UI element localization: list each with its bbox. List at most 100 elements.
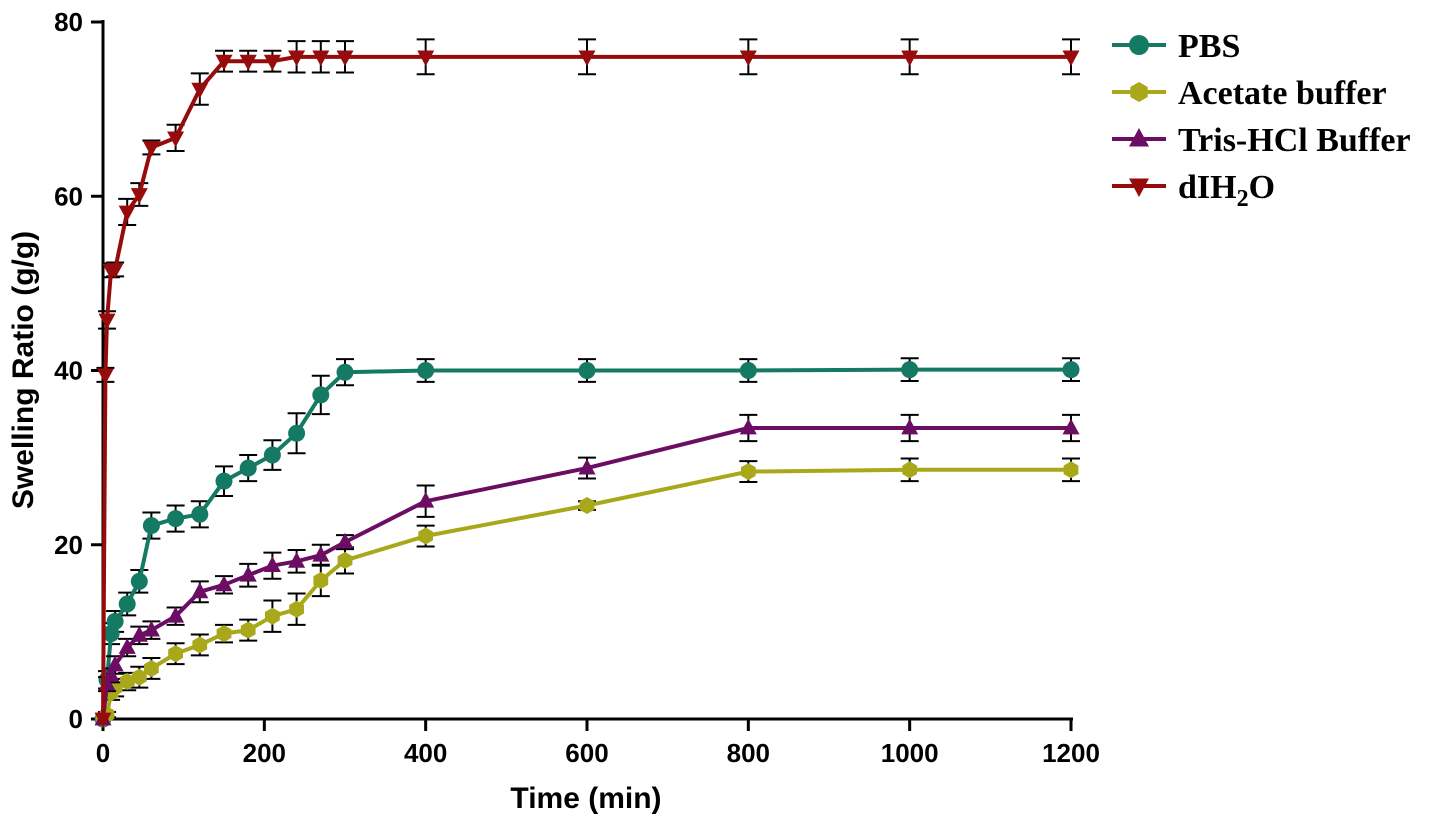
data-point <box>191 505 209 523</box>
series-acetate-buffer <box>95 457 1080 728</box>
data-point <box>417 362 435 379</box>
data-point <box>215 472 233 490</box>
data-point <box>102 666 120 682</box>
legend-marker <box>1129 128 1149 147</box>
data-point <box>142 620 160 637</box>
series-layer <box>94 38 1080 729</box>
data-point <box>98 313 116 330</box>
data-point <box>118 638 136 654</box>
data-point <box>106 655 124 672</box>
data-point <box>1062 418 1080 435</box>
data-point <box>336 532 354 549</box>
data-point <box>313 572 329 589</box>
x-tick-label: 400 <box>404 738 447 768</box>
legend-label-tail: O <box>1249 169 1275 206</box>
data-point <box>167 131 185 148</box>
data-point <box>312 545 330 562</box>
data-point <box>578 458 596 475</box>
data-point <box>312 50 330 67</box>
series-tris-hcl-buffer <box>94 413 1080 726</box>
data-point <box>216 625 232 643</box>
data-point <box>263 54 281 71</box>
legend-label: PBS <box>1178 28 1240 65</box>
data-point <box>240 621 256 639</box>
x-axis-title: Time (min) <box>510 782 661 815</box>
data-point <box>741 463 756 481</box>
data-point <box>118 595 136 613</box>
data-point <box>1063 461 1079 479</box>
data-point <box>130 188 148 204</box>
data-point <box>337 551 353 569</box>
data-point <box>739 362 757 379</box>
legend-label: Acetate buffer <box>1178 75 1387 112</box>
x-tick-label: 1000 <box>881 738 939 768</box>
data-point <box>239 565 257 582</box>
data-point <box>288 424 306 442</box>
data-point <box>263 446 281 464</box>
data-point <box>142 517 160 535</box>
series-pbs <box>94 357 1080 728</box>
data-point <box>168 645 183 663</box>
y-axis-title: Swelling Ratio (g/g) <box>7 231 40 509</box>
data-point <box>215 575 233 592</box>
data-point <box>417 491 435 508</box>
data-point <box>578 362 596 379</box>
data-point <box>239 459 257 477</box>
data-point <box>239 54 257 71</box>
data-point <box>579 497 595 514</box>
y-tick-label: 20 <box>54 530 83 560</box>
data-point <box>265 607 280 625</box>
data-point <box>336 363 354 381</box>
data-point <box>106 263 124 279</box>
data-point <box>106 612 124 630</box>
legend-item-dih-o: dIH2O <box>1112 169 1275 212</box>
legend-item-tris-hcl-buffer: Tris-HCl Buffer <box>1112 122 1411 159</box>
data-point <box>119 673 135 690</box>
data-point <box>144 660 159 677</box>
data-point <box>191 82 209 99</box>
data-point <box>192 636 208 654</box>
x-tick-label: 1200 <box>1042 738 1100 768</box>
data-point <box>191 582 209 599</box>
y-tick-label: 40 <box>54 356 83 386</box>
data-point <box>288 50 306 67</box>
x-tick-label: 0 <box>96 738 110 768</box>
data-point <box>94 712 112 729</box>
data-point <box>336 50 354 67</box>
data-point <box>418 527 433 545</box>
legend-marker <box>1129 35 1149 55</box>
x-tick-label: 200 <box>243 738 286 768</box>
data-point <box>902 461 917 479</box>
x-tick-label: 600 <box>565 738 608 768</box>
data-point <box>131 668 147 686</box>
data-point <box>1062 361 1080 379</box>
data-point <box>289 600 304 618</box>
data-point <box>288 552 306 568</box>
data-point <box>312 386 330 404</box>
data-point <box>118 205 136 222</box>
legend-label-main: dIH <box>1178 169 1237 206</box>
data-point <box>417 50 435 67</box>
data-point <box>901 50 919 67</box>
data-point <box>215 54 233 71</box>
legend-label: dIH2O <box>1178 169 1275 212</box>
legend-label: Tris-HCl Buffer <box>1178 122 1411 159</box>
series-line <box>101 367 1071 720</box>
data-point <box>901 418 919 435</box>
y-tick-label: 0 <box>69 704 83 734</box>
data-point <box>167 606 185 623</box>
data-point <box>901 361 919 379</box>
legend-marker <box>1130 82 1148 102</box>
legend-label-subscript: 2 <box>1237 186 1249 212</box>
data-point <box>142 141 160 157</box>
x-tick-label: 800 <box>727 738 770 768</box>
legend-item-pbs: PBS <box>1112 28 1240 65</box>
legend-marker <box>1129 178 1149 197</box>
legend-item-acetate-buffer: Acetate buffer <box>1112 75 1387 112</box>
data-point <box>96 368 114 385</box>
data-point <box>263 556 281 572</box>
data-point <box>739 418 757 435</box>
data-point <box>167 510 185 528</box>
